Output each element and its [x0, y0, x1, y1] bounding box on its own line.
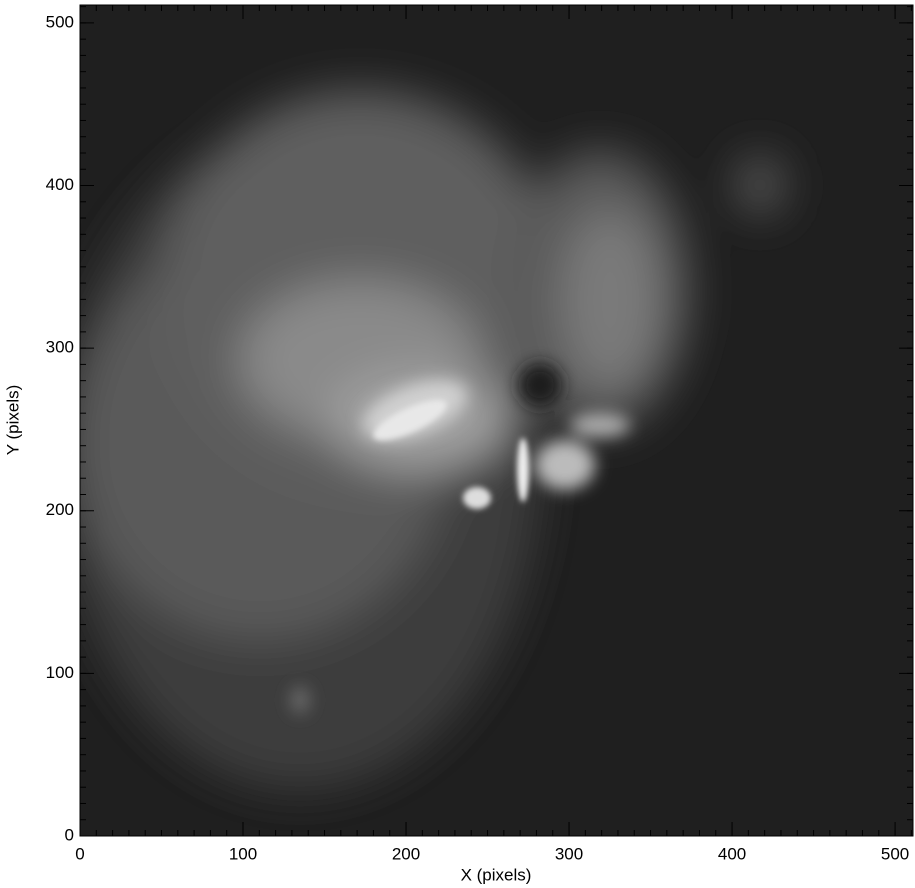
y-tick-label: 300: [46, 338, 74, 357]
y-tick-label: 100: [46, 663, 74, 682]
x-tick-label: 0: [75, 844, 84, 863]
x-tick-label: 300: [555, 844, 583, 863]
x-tick-label: 400: [718, 844, 746, 863]
y-tick-label: 500: [46, 12, 74, 31]
x-axis-label: X (pixels): [461, 865, 532, 884]
x-tick-label: 200: [392, 844, 420, 863]
x-tick-label: 100: [229, 844, 257, 863]
plot-frame: [79, 4, 914, 837]
y-tick-label: 400: [46, 175, 74, 194]
y-tick-label: 200: [46, 500, 74, 519]
y-tick-label: 0: [65, 825, 74, 844]
y-axis-label: Y (pixels): [3, 385, 22, 456]
solar-image: [80, 5, 913, 836]
x-tick-label: 500: [881, 844, 909, 863]
